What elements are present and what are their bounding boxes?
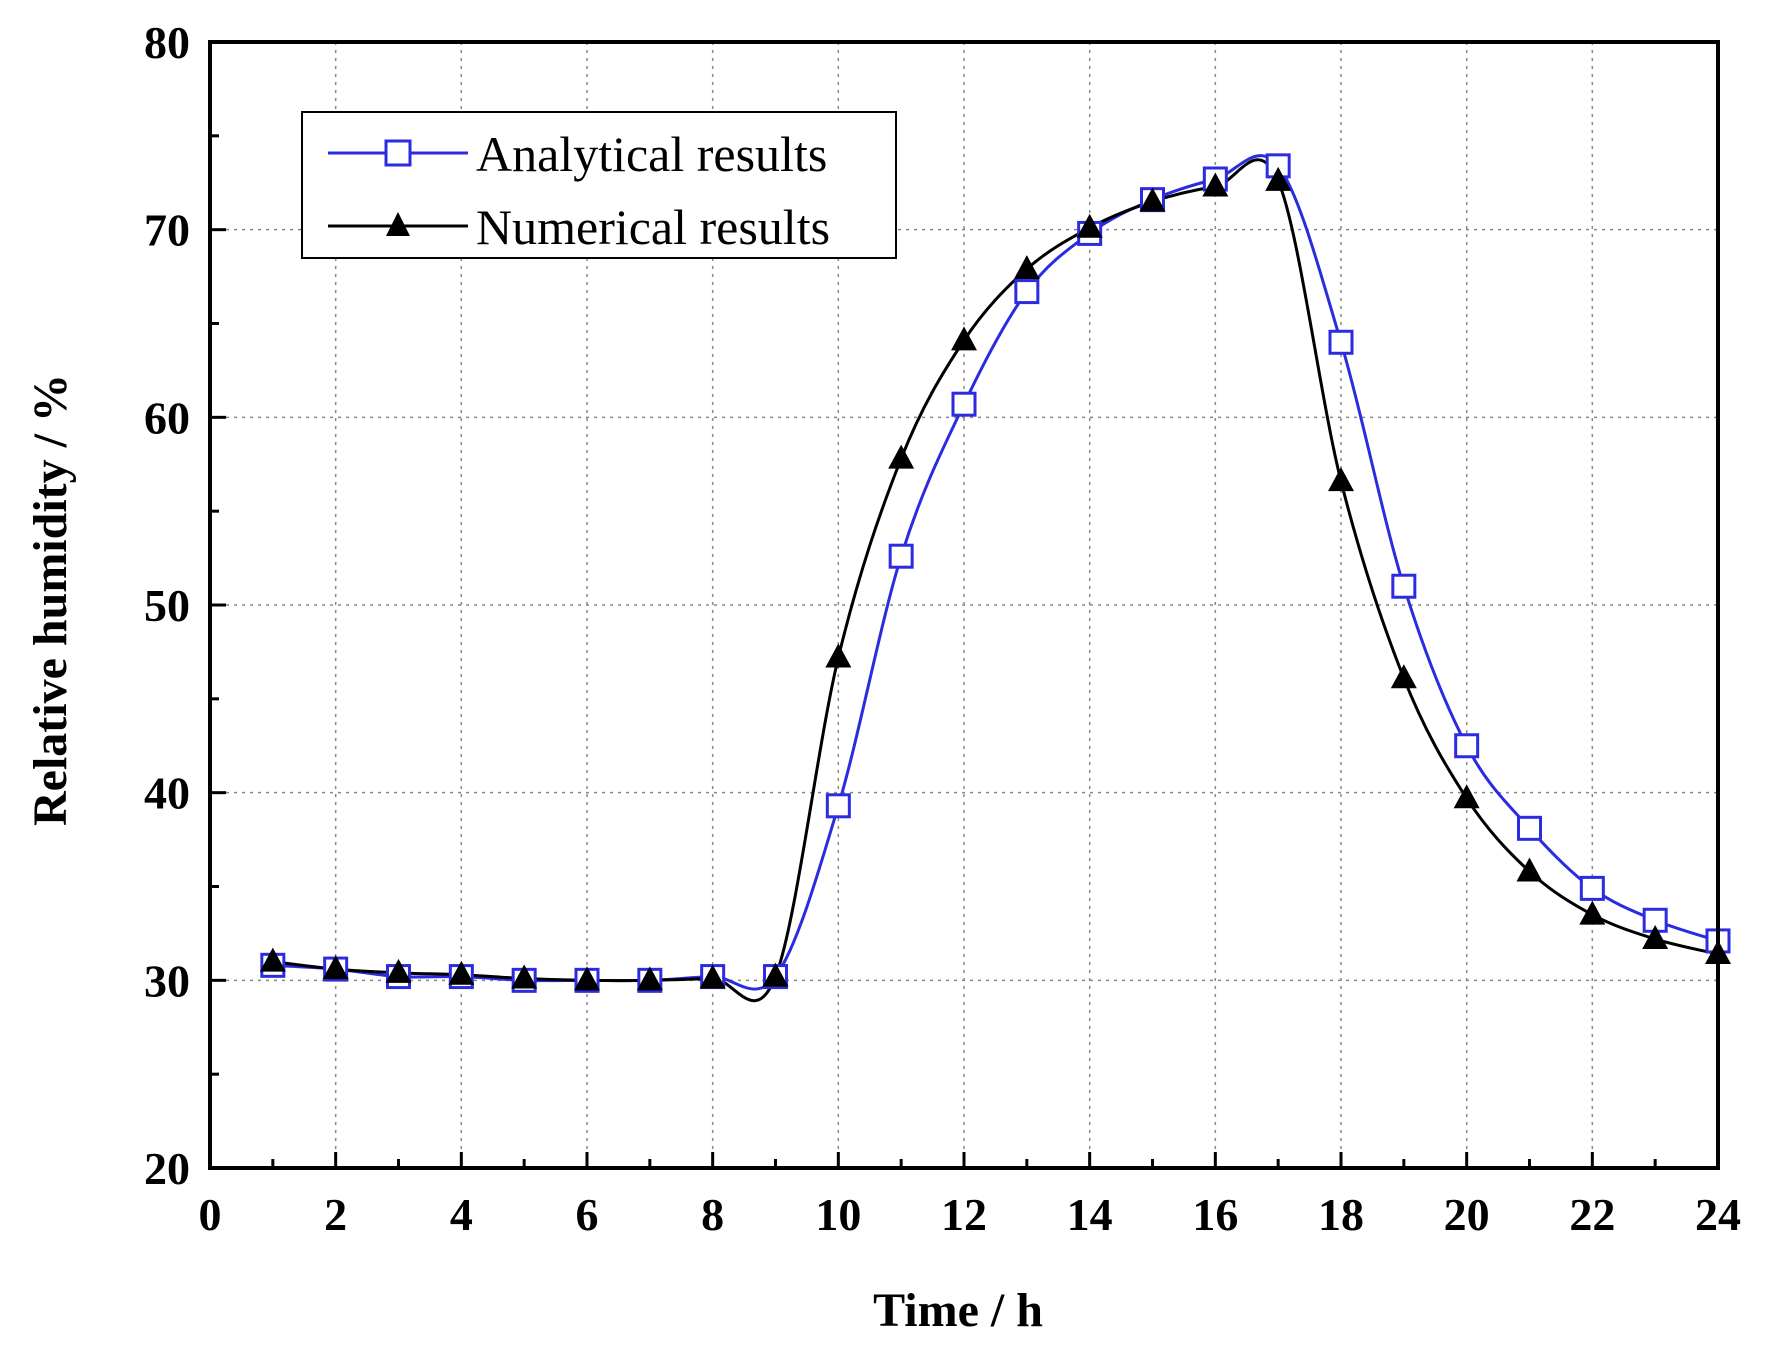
x-tick-label: 0	[199, 1189, 222, 1240]
analytical-point	[1328, 329, 1354, 355]
numerical-point	[448, 960, 475, 985]
numerical-point	[1202, 172, 1229, 197]
y-axis-title: Relative humidity / %	[24, 374, 77, 826]
numerical-point	[636, 966, 663, 991]
legend-label-analytical: Analytical results	[476, 126, 827, 182]
legend: Analytical results Numerical results	[301, 111, 897, 259]
x-tick-label: 18	[1318, 1189, 1364, 1240]
y-tick-label: 70	[144, 205, 190, 256]
x-tick-label: 2	[324, 1189, 347, 1240]
numerical-point	[1328, 467, 1354, 492]
numerical-point	[951, 326, 977, 351]
x-tick-label: 4	[450, 1189, 473, 1240]
numerical-point	[1390, 664, 1417, 689]
numerical-point	[762, 962, 789, 987]
y-tick-label: 60	[144, 392, 190, 443]
numerical-point	[825, 643, 852, 668]
x-tick-label: 22	[1569, 1189, 1615, 1240]
numerical-point	[1642, 925, 1669, 950]
numerical-point	[1453, 784, 1480, 809]
x-tick-label: 8	[701, 1189, 724, 1240]
series-line-analytical	[272, 154, 1719, 991]
y-tick-label: 80	[144, 17, 190, 68]
numerical-point	[888, 444, 915, 469]
numerical-point	[259, 947, 286, 972]
analytical-point	[1391, 573, 1417, 599]
numerical-point	[1013, 255, 1040, 280]
y-tick-label: 40	[144, 768, 190, 819]
legend-marker-analytical	[384, 139, 412, 167]
analytical-point	[1517, 815, 1542, 841]
y-tick-label: 20	[144, 1143, 190, 1194]
analytical-point	[1579, 875, 1605, 901]
numerical-point	[1579, 900, 1606, 925]
y-tick-label: 30	[144, 955, 190, 1006]
numerical-point	[1516, 857, 1543, 882]
analytical-point	[1454, 733, 1480, 759]
analytical-point	[825, 793, 851, 819]
x-axis-title: Time / h	[873, 1284, 1043, 1337]
analytical-point	[888, 543, 914, 569]
series-line-numerical	[272, 158, 1719, 1003]
legend-label-numerical: Numerical results	[476, 199, 830, 255]
numerical-point	[699, 964, 726, 989]
analytical-point	[1014, 279, 1040, 305]
y-tick-label: 50	[144, 580, 190, 631]
x-tick-label: 14	[1067, 1189, 1113, 1240]
numerical-point	[574, 966, 600, 991]
x-tick-label: 24	[1695, 1189, 1741, 1240]
numerical-point	[385, 958, 412, 983]
analytical-point	[951, 391, 977, 417]
x-tick-label: 10	[815, 1189, 861, 1240]
numerical-point	[511, 964, 538, 989]
numerical-point	[1139, 187, 1166, 212]
x-tick-label: 16	[1192, 1189, 1238, 1240]
axes	[208, 40, 1720, 1170]
numerical-point	[322, 955, 349, 980]
x-tick-label: 12	[941, 1189, 987, 1240]
x-tick-label: 20	[1444, 1189, 1490, 1240]
numerical-point	[1265, 166, 1292, 191]
series-layer	[259, 153, 1731, 1003]
numerical-point	[1076, 213, 1103, 238]
legend-marker-numerical	[386, 212, 410, 236]
x-tick-label: 6	[576, 1189, 599, 1240]
